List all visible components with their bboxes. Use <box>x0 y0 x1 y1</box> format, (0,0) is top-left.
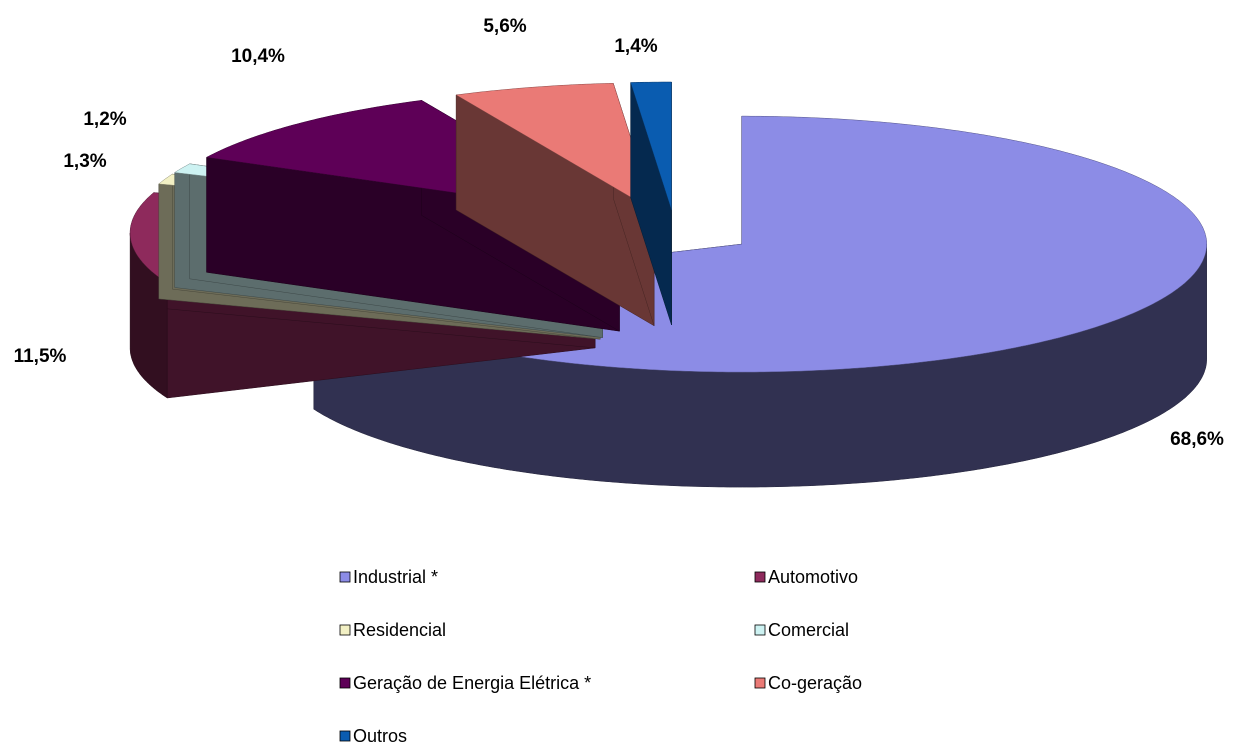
legend-marker <box>754 677 766 689</box>
legend-label: Outros <box>353 726 407 744</box>
slice <box>455 83 655 212</box>
slice <box>630 81 672 211</box>
legend-marker <box>339 571 351 583</box>
legend-marker <box>339 677 351 689</box>
value-label: 10,4% <box>231 46 285 67</box>
value-label: 5,6% <box>483 16 526 37</box>
value-label: 68,6% <box>1170 429 1224 450</box>
value-label: 1,2% <box>83 109 126 130</box>
legend-marker <box>754 571 766 583</box>
value-label: 1,3% <box>63 151 106 172</box>
legend-label: Industrial * <box>353 567 438 587</box>
legend-label: Residencial <box>353 620 446 640</box>
legend-label: Co-geração <box>768 673 862 693</box>
legend-label: Comercial <box>768 620 849 640</box>
legend-label: Geração de Energia Elétrica * <box>353 673 591 693</box>
slice <box>630 81 672 326</box>
legend-marker <box>339 730 351 742</box>
value-label: 1,4% <box>614 36 657 57</box>
legend-marker <box>339 624 351 636</box>
legend-label: Automotivo <box>768 567 858 587</box>
legend-marker <box>754 624 766 636</box>
value-label: 11,5% <box>14 346 67 367</box>
